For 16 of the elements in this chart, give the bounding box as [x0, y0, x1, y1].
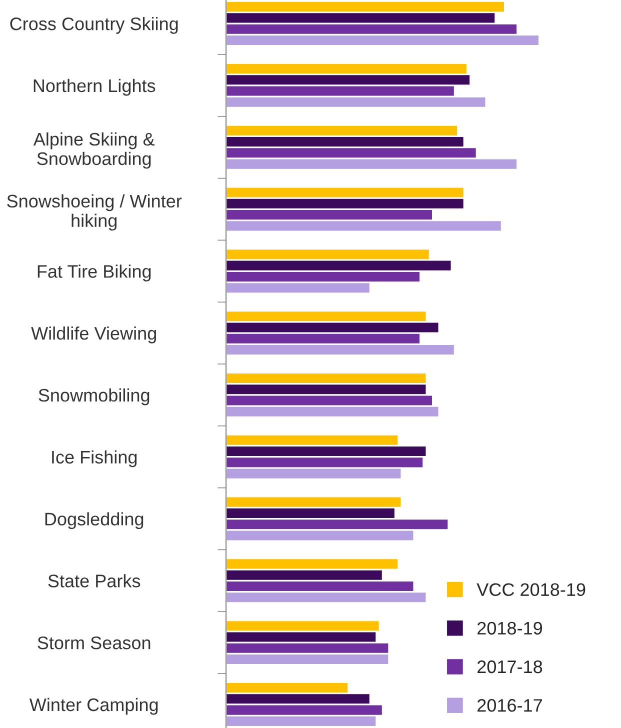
y-tick-label: State Parks: [48, 574, 140, 588]
y-tick-label: Northern Lights: [34, 78, 156, 96]
y-tick-label: Wildlife Viewing: [31, 326, 156, 344]
y-tick-label: Ice Fishing: [52, 450, 137, 468]
y-tick-label: Snowmobiling: [38, 388, 150, 406]
y-tick-label: Cross Country Skiing: [10, 16, 178, 34]
y-tick-label: Dogsledding: [45, 512, 144, 530]
legend-label: 2018-19: [478, 622, 542, 635]
legend-label: VCC 2018-19: [476, 583, 586, 596]
y-tick-label: Storm Season: [38, 636, 150, 650]
legend-label: 2016-17: [478, 699, 542, 712]
y-tick-label: Fat Tire Biking: [38, 264, 151, 282]
legend-label: 2017-18: [478, 660, 542, 674]
y-tick-label: Alpine Skiing & Snowboarding: [33, 132, 155, 169]
y-tick-label: Winter Camping: [29, 698, 158, 715]
y-tick-label: Snowshoeing / Winter hiking: [7, 194, 182, 231]
